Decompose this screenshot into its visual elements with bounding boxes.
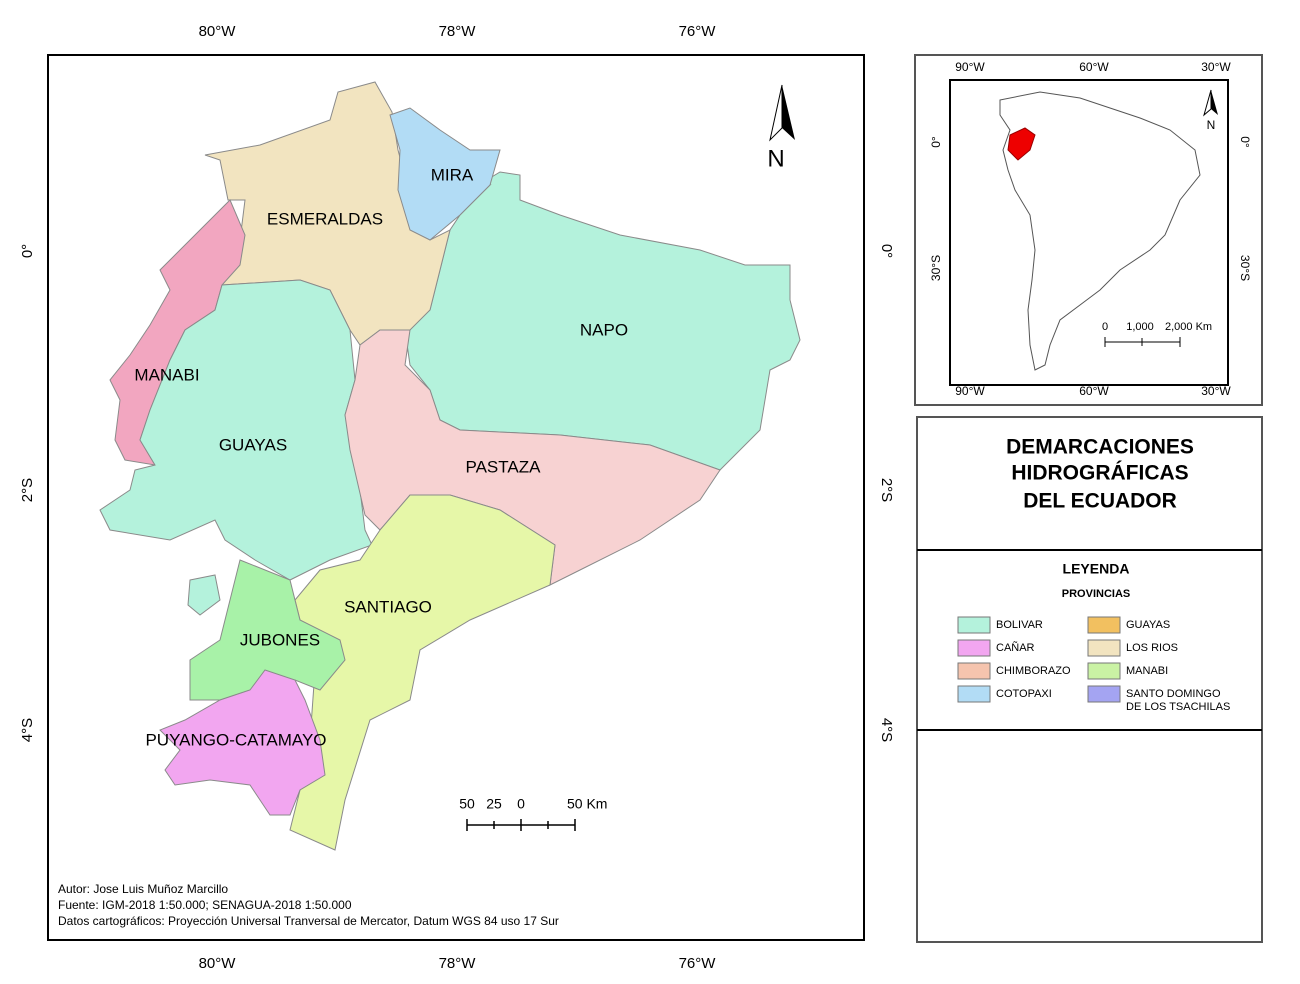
credit-line: Autor: Jose Luis Muñoz Marcillo <box>58 882 228 896</box>
scale-label: 0 <box>517 796 525 812</box>
inset-lon-top: 60°W <box>1079 60 1109 74</box>
region-label: JUBONES <box>240 630 320 649</box>
legend-label: DE LOS TSACHILAS <box>1126 701 1230 713</box>
region-pastaza <box>344 329 721 586</box>
lat-label-left: 2°S <box>19 478 36 502</box>
title-line: DEL ECUADOR <box>1023 490 1177 513</box>
region-label: ESMERALDAS <box>267 209 383 228</box>
inset-lat-left: 30°S <box>929 255 943 281</box>
lat-label-right: 4°S <box>878 718 895 742</box>
north-arrow <box>769 84 795 142</box>
legend-label: GUAYAS <box>1126 619 1170 631</box>
legend-swatch <box>1087 662 1121 680</box>
legend-label: LOS RIOS <box>1126 642 1178 654</box>
legend-swatch <box>957 662 991 680</box>
inset-lon-top: 30°W <box>1201 60 1231 74</box>
region-puyango-catamayo <box>159 669 326 816</box>
legend-label: BOLIVAR <box>996 619 1043 631</box>
region-label: PASTAZA <box>466 457 542 476</box>
inset-scale-label: 1,000 <box>1126 321 1154 333</box>
north-label: N <box>767 145 784 172</box>
inset-scale-label: 2,000 Km <box>1165 321 1212 333</box>
region-mira <box>389 107 501 241</box>
island-puna <box>187 574 221 616</box>
region-label: GUAYAS <box>219 435 287 454</box>
inset-lat-right: 30°S <box>1238 255 1252 281</box>
inset-lon-bottom: 30°W <box>1201 384 1231 398</box>
legend-label: SANTO DOMINGO <box>1126 688 1221 700</box>
ecuador-regions <box>99 81 801 851</box>
lon-label-bottom: 80°W <box>199 955 237 972</box>
legend-swatch <box>957 639 991 657</box>
inset-lon-bottom: 60°W <box>1079 384 1109 398</box>
legend-label: MANABI <box>1126 665 1168 677</box>
lat-label-right: 0° <box>878 244 895 258</box>
legend-swatch <box>1087 616 1121 634</box>
lon-label-top: 78°W <box>439 23 477 40</box>
lon-label-bottom: 76°W <box>679 955 717 972</box>
lat-label-left: 4°S <box>19 718 36 742</box>
lon-label-top: 80°W <box>199 23 237 40</box>
credit-line: Fuente: IGM-2018 1:50.000; SENAGUA-2018 … <box>58 898 352 912</box>
south-america <box>999 91 1201 371</box>
legend-swatch <box>1087 639 1121 657</box>
inset-scale-label: 0 <box>1102 321 1108 333</box>
title-line: DEMARCACIONES <box>1006 436 1194 459</box>
legend-label: CAÑAR <box>996 641 1035 654</box>
lat-label-right: 2°S <box>878 478 895 502</box>
lat-label-left: 0° <box>19 244 36 258</box>
credit-line: Datos cartográficos: Proyección Universa… <box>58 914 559 928</box>
region-label: MANABI <box>134 365 199 384</box>
region-label: SANTIAGO <box>344 597 432 616</box>
inset-north-right <box>1211 90 1218 115</box>
inset-north-label: N <box>1207 118 1216 132</box>
region-label: PUYANGO-CATAMAYO <box>145 730 326 749</box>
scale-label: 50 Km <box>567 796 607 812</box>
lon-label-top: 76°W <box>679 23 717 40</box>
legend-label: CHIMBORAZO <box>996 665 1071 677</box>
legend-swatch <box>1087 685 1121 703</box>
region-label: NAPO <box>580 320 628 339</box>
legend-title: LEYENDA <box>1063 561 1130 577</box>
inset-scale-bar <box>1104 337 1181 347</box>
legend-label: COTOPAXI <box>996 688 1052 700</box>
scale-bar <box>466 819 576 831</box>
region-label: MIRA <box>431 165 474 184</box>
scale-label: 25 <box>486 796 502 812</box>
inset-lon-bottom: 90°W <box>955 384 985 398</box>
lon-label-bottom: 78°W <box>439 955 477 972</box>
north-arrow-right <box>782 85 795 140</box>
title-line: HIDROGRÁFICAS <box>1011 462 1188 485</box>
inset-lat-left: 0° <box>929 136 943 148</box>
inset-lon-top: 90°W <box>955 60 985 74</box>
ecuador-highlight <box>1007 127 1036 161</box>
inset-north-arrow <box>1203 89 1218 117</box>
legend-swatch <box>957 616 991 634</box>
legend-subtitle: PROVINCIAS <box>1062 588 1130 600</box>
scale-label: 50 <box>459 796 475 812</box>
legend-swatch <box>957 685 991 703</box>
inset-lat-right: 0° <box>1238 136 1252 148</box>
